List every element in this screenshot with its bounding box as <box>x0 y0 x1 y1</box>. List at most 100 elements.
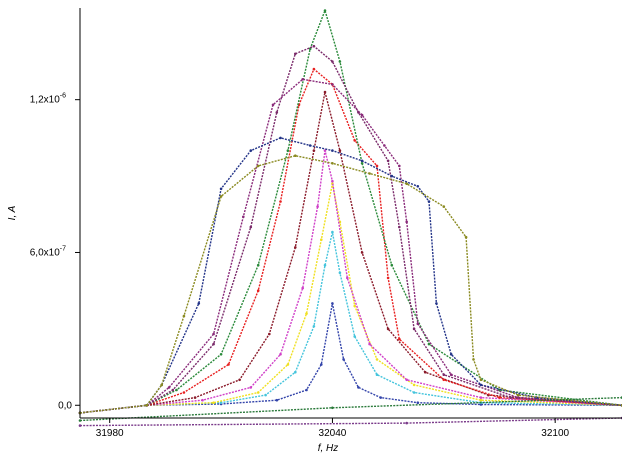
series-6-point-4 <box>256 263 260 267</box>
series-1-point-11 <box>412 391 416 394</box>
series-3-point-9 <box>346 276 349 280</box>
series-10-point-8 <box>368 172 371 175</box>
series-11-point-0 <box>78 419 82 422</box>
series-2-point-9 <box>353 304 357 308</box>
series-9-point-6 <box>279 136 282 140</box>
series-4-point-3 <box>238 378 241 382</box>
series-8-point-4 <box>242 215 245 219</box>
series-9-point-13 <box>435 302 438 305</box>
series-10-point-10 <box>442 205 446 208</box>
x-axis-title: f, Hz <box>318 443 339 454</box>
series-6-point-7 <box>323 9 327 12</box>
series-4-point-6 <box>312 149 316 152</box>
series-1-point-9 <box>353 335 357 338</box>
series-6-point-9 <box>360 162 364 165</box>
series-8-point-9 <box>383 144 386 147</box>
series-line-1 <box>79 231 622 414</box>
series-4-point-2 <box>193 396 197 399</box>
series-10-point-5 <box>256 164 260 168</box>
series-3-point-12 <box>479 396 483 399</box>
series-10-point-13 <box>479 378 483 382</box>
series-9-point-11 <box>416 185 420 188</box>
series-line-6 <box>79 8 622 414</box>
series-7-point-5 <box>275 111 279 114</box>
series-8-point-8 <box>360 113 364 117</box>
series-4-point-5 <box>294 246 297 249</box>
series-3-point-5 <box>301 286 305 290</box>
series-7-point-12 <box>412 327 416 331</box>
series-0-point-5 <box>320 363 323 366</box>
series-7-point-4 <box>249 225 253 229</box>
series-1-point-8 <box>338 271 342 275</box>
series-0-point-11 <box>479 403 483 406</box>
series-9-point-14 <box>449 353 453 356</box>
series-5-point-2 <box>182 391 186 394</box>
series-5-point-5 <box>279 200 282 203</box>
series-10-point-9 <box>405 182 409 185</box>
series-2-point-6 <box>320 238 323 241</box>
series-8-point-13 <box>449 373 453 377</box>
series-line-7 <box>79 45 622 414</box>
series-line-2 <box>79 183 622 414</box>
series-8-point-11 <box>405 220 409 224</box>
series-0-point-8 <box>357 386 360 389</box>
series-5-point-13 <box>442 378 446 382</box>
series-12-point-1 <box>405 421 409 425</box>
series-1-point-5 <box>312 325 316 328</box>
series-7-point-6 <box>294 52 297 56</box>
series-7-point-14 <box>509 396 512 399</box>
series-2-point-2 <box>212 401 215 405</box>
series-8-point-5 <box>271 103 275 107</box>
series-10-point-11 <box>464 235 468 239</box>
series-1-point-3 <box>264 393 267 397</box>
series-10-point-12 <box>472 358 475 361</box>
series-9-point-15 <box>479 383 483 387</box>
series-9-point-10 <box>390 174 394 178</box>
series-5-point-14 <box>498 396 501 399</box>
series-5-point-7 <box>312 67 316 71</box>
series-10-point-3 <box>182 314 186 318</box>
series-8-point-6 <box>301 78 305 81</box>
ticks-layer: 31980 32040 32100 0,0 6,0x10-7 1,2x10-6 <box>30 93 570 439</box>
series-line-4 <box>79 91 622 414</box>
series-3-point-10 <box>368 342 371 346</box>
series-4-point-8 <box>338 149 342 152</box>
y-tick-label-0: 0,0 <box>58 400 72 411</box>
series-0-point-9 <box>379 396 383 399</box>
series-layer <box>78 8 622 427</box>
series-9-point-7 <box>308 144 312 147</box>
series-10-point-4 <box>219 195 223 198</box>
series-2-point-11 <box>412 383 416 387</box>
series-4-point-7 <box>323 90 327 94</box>
x-tick-label-1: 32040 <box>319 428 347 439</box>
series-6-point-10 <box>390 263 394 267</box>
series-1-point-2 <box>219 401 223 405</box>
series-11-point-1 <box>331 406 334 410</box>
series-9-point-12 <box>427 200 431 203</box>
series-9-point-4 <box>219 187 223 191</box>
series-1-point-10 <box>375 373 379 377</box>
series-line-10 <box>79 154 622 414</box>
series-8-point-2 <box>167 386 171 389</box>
series-7-point-10 <box>386 159 390 163</box>
series-8-point-14 <box>516 396 520 399</box>
series-3-point-8 <box>331 179 334 183</box>
x-tick-label-2: 32100 <box>541 428 569 439</box>
series-0-point-4 <box>305 388 308 392</box>
series-0-point-3 <box>275 398 279 402</box>
series-3-point-2 <box>201 398 204 402</box>
series-line-12 <box>79 417 622 427</box>
y-tick-exponent-2: -6 <box>60 93 66 100</box>
y-tick-label-2: 1,2x10-6 <box>30 93 66 106</box>
series-3-point-4 <box>279 353 282 356</box>
series-5-point-10 <box>375 164 379 168</box>
series-6-point-3 <box>219 353 223 356</box>
series-2-point-3 <box>256 391 260 394</box>
series-2-point-10 <box>375 358 379 361</box>
series-10-point-14 <box>516 393 520 397</box>
series-7-point-2 <box>171 388 175 392</box>
series-4-point-4 <box>268 332 271 336</box>
axes-layer <box>79 8 622 419</box>
series-10-point-1 <box>145 404 149 407</box>
